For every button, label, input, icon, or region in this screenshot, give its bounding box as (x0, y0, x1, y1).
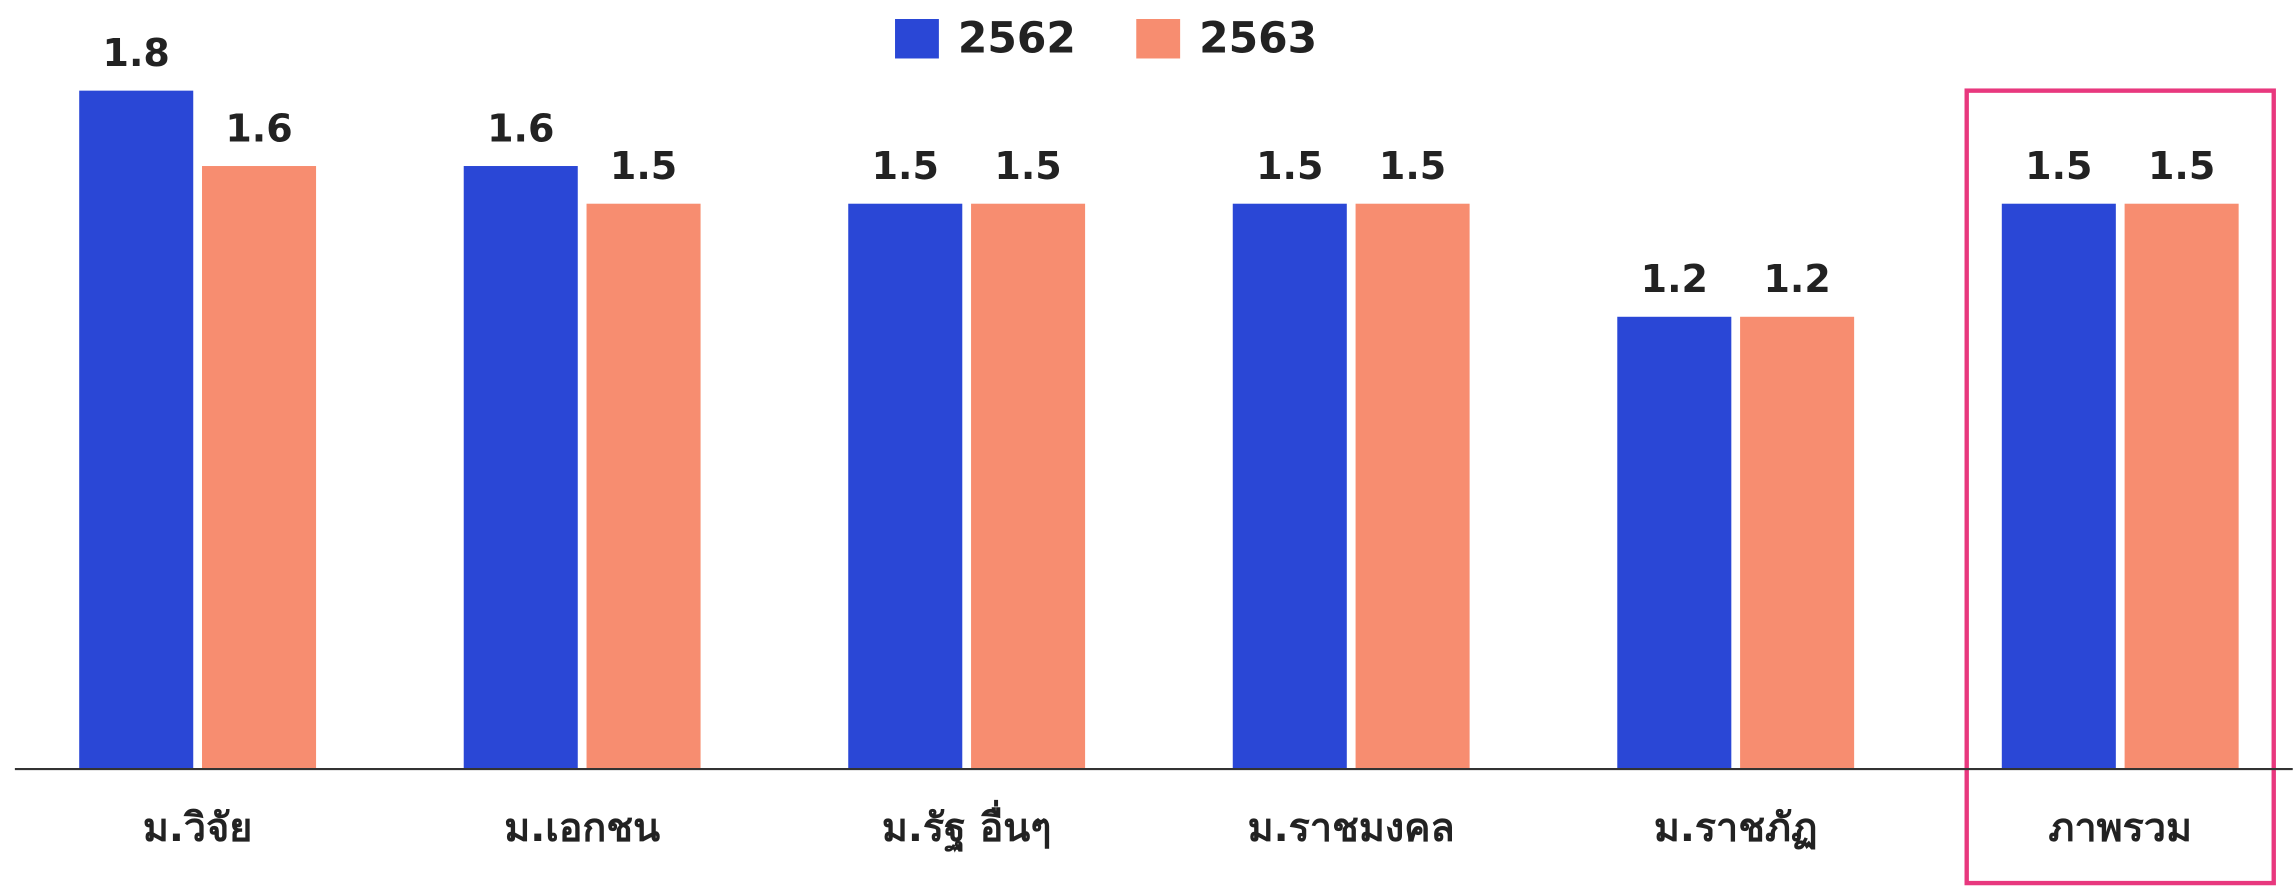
highlight-box (1964, 88, 2276, 886)
value-label: 1.5 (1256, 144, 1323, 188)
value-label: 1.5 (1379, 144, 1446, 188)
legend-label: 2563 (1199, 13, 1317, 62)
x-tick-label: ม.ราชมงคล (1248, 805, 1455, 851)
value-label: 1.6 (225, 106, 292, 150)
bar (1355, 203, 1470, 770)
x-tick-label: ภาพรวม (2048, 805, 2192, 851)
bar (1232, 203, 1347, 770)
bar (202, 166, 317, 770)
bar (971, 203, 1086, 770)
bar (2124, 203, 2239, 770)
bar (2001, 203, 2116, 770)
value-label: 1.5 (610, 144, 677, 188)
bar (1740, 316, 1855, 770)
x-tick-label: ม.รัฐ อื่นๆ (882, 799, 1052, 853)
x-tick-label: ม.วิจัย (143, 805, 252, 851)
value-label: 1.2 (1763, 257, 1830, 301)
value-label: 1.8 (103, 31, 170, 75)
value-label: 1.5 (2148, 144, 2215, 188)
value-label: 1.5 (994, 144, 1061, 188)
x-tick-label: ม.ราชภัฏ (1654, 805, 1818, 851)
value-label: 1.2 (1641, 257, 1708, 301)
value-label: 1.5 (2025, 144, 2092, 188)
x-tick-label: ม.เอกชน (504, 805, 660, 851)
bar (463, 166, 578, 770)
value-label: 1.5 (872, 144, 939, 188)
value-label: 1.6 (487, 106, 554, 150)
legend-swatch (895, 19, 939, 59)
legend-swatch (1136, 19, 1181, 59)
bar (1617, 316, 1732, 770)
legend-label: 2562 (958, 13, 1076, 62)
bar (79, 90, 194, 770)
bar (586, 203, 701, 770)
bar (848, 203, 963, 770)
